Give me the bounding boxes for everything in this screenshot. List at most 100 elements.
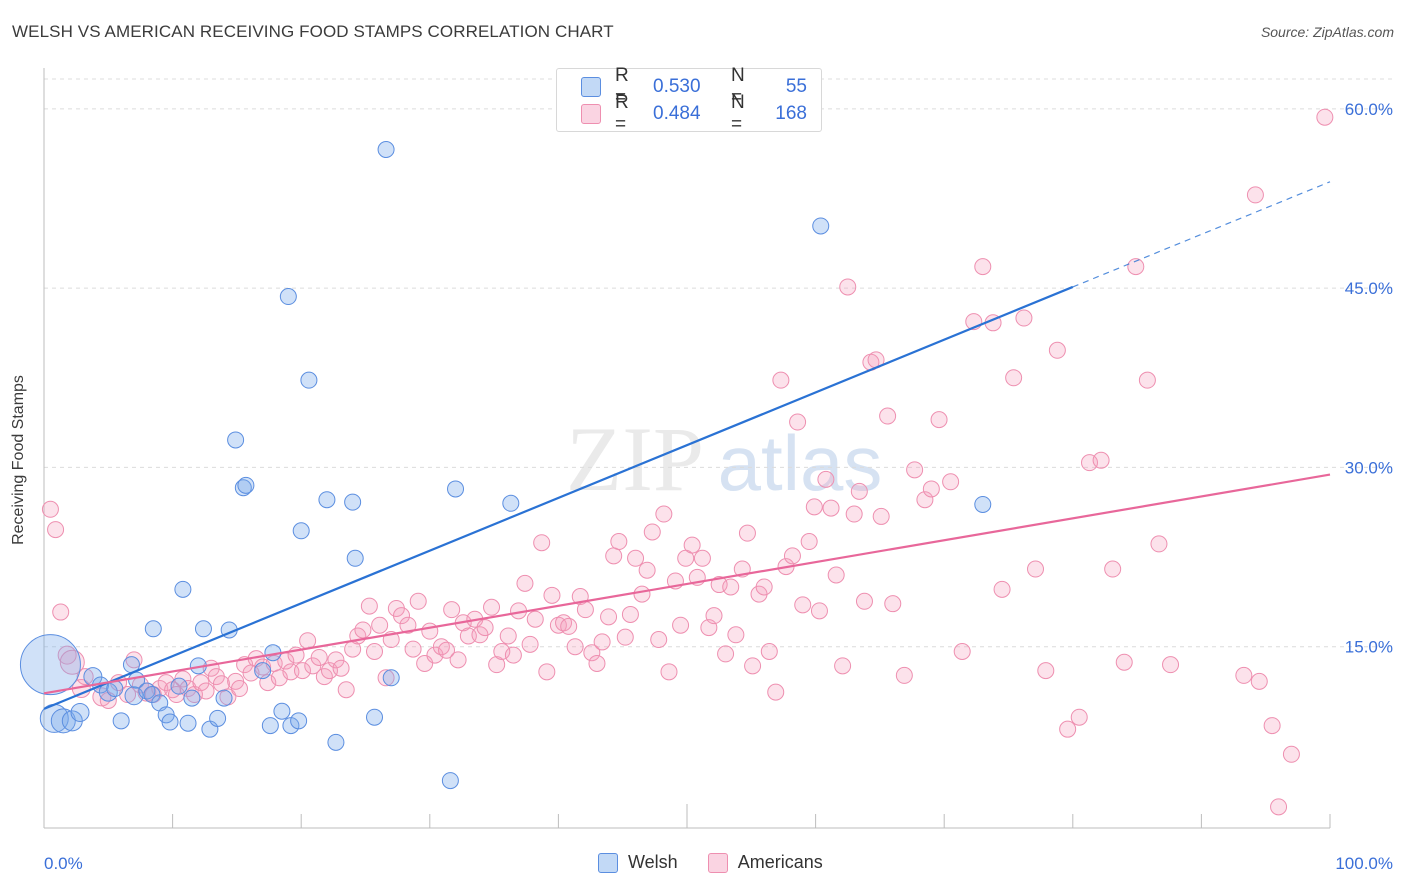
americans-point	[850, 482, 868, 500]
welsh-point	[234, 479, 252, 497]
welsh-point	[382, 669, 400, 687]
welsh-point	[254, 662, 272, 680]
americans-point	[576, 601, 594, 619]
welsh-trend-extension	[1072, 181, 1331, 288]
americans-point	[627, 549, 645, 567]
americans-point	[438, 641, 456, 659]
americans-point	[930, 411, 948, 429]
americans-point	[855, 592, 873, 610]
americans-point	[377, 669, 395, 687]
americans-point	[738, 524, 756, 542]
welsh-point	[377, 140, 395, 158]
americans-point	[566, 638, 584, 656]
americans-point	[1162, 656, 1180, 674]
americans-swatch	[581, 104, 601, 124]
americans-point	[872, 507, 890, 525]
americans-point	[717, 645, 735, 663]
americans-point	[834, 657, 852, 675]
americans-point	[230, 680, 248, 698]
americans-point	[705, 607, 723, 625]
americans-point	[1059, 720, 1077, 738]
americans-point	[942, 473, 960, 491]
americans-point	[839, 278, 857, 296]
watermark-zip: ZIP	[566, 408, 704, 510]
n-value-americans: 168	[775, 103, 807, 124]
correlation-legend: R = 0.530 N = 55 R = 0.484 N = 168	[556, 65, 822, 135]
americans-point	[650, 631, 668, 649]
americans-point	[727, 626, 745, 644]
welsh-point	[170, 677, 188, 695]
welsh-point	[70, 702, 90, 722]
welsh-point	[327, 733, 345, 751]
americans-point	[125, 651, 143, 669]
americans-point	[1263, 717, 1281, 735]
americans-point	[906, 461, 924, 479]
americans-point	[1115, 653, 1133, 671]
welsh-point	[227, 431, 245, 449]
legend-row-americans: R = 0.484 N = 168	[581, 92, 807, 135]
r-label: R =	[615, 65, 629, 108]
americans-point	[884, 595, 902, 613]
n-label: N =	[731, 65, 745, 108]
americans-point	[1048, 341, 1066, 359]
welsh-point	[183, 689, 201, 707]
americans-point	[643, 523, 661, 541]
r-value-americans: 0.484	[653, 103, 701, 124]
legend-item-americans[interactable]: Americans	[707, 852, 823, 873]
americans-point	[52, 603, 70, 621]
americans-point	[1104, 560, 1122, 578]
welsh-point	[300, 371, 318, 389]
welsh-point	[974, 495, 992, 513]
legend-label-americans: Americans	[737, 852, 823, 872]
welsh-point	[346, 549, 364, 567]
americans-point	[299, 632, 317, 650]
r-value-welsh: 0.530	[653, 76, 701, 97]
americans-point	[633, 585, 651, 603]
americans-point	[1005, 369, 1023, 387]
welsh-point	[179, 714, 197, 732]
welsh-point	[318, 491, 336, 509]
americans-point	[800, 533, 818, 551]
welsh-point	[112, 712, 130, 730]
americans-point	[722, 578, 740, 596]
americans-point	[588, 654, 606, 672]
americans-point	[1015, 309, 1033, 327]
legend-item-welsh[interactable]: Welsh	[598, 852, 678, 873]
americans-point	[683, 536, 701, 554]
americans-point	[783, 547, 801, 565]
welsh-point	[812, 217, 830, 235]
y-tick-label: 45.0%	[1345, 279, 1393, 298]
americans-point	[845, 505, 863, 523]
welsh-point	[261, 717, 279, 735]
americans-point	[337, 681, 355, 699]
americans-point	[810, 602, 828, 620]
welsh-point	[209, 709, 227, 727]
americans-point	[772, 371, 790, 389]
americans-point	[332, 659, 350, 677]
americans-point	[916, 491, 934, 509]
y-tick-label: 30.0%	[1345, 458, 1393, 477]
americans-point	[1092, 451, 1110, 469]
americans-point	[304, 657, 322, 675]
welsh-point	[50, 708, 76, 734]
y-tick-label: 15.0%	[1345, 638, 1393, 657]
welsh-swatch	[581, 77, 601, 97]
americans-point	[744, 657, 762, 675]
americans-point	[41, 500, 59, 518]
americans-point	[310, 648, 328, 666]
n-label: N =	[731, 92, 745, 135]
americans-point	[516, 574, 534, 592]
americans-point	[672, 616, 690, 634]
americans-point	[593, 633, 611, 651]
americans-point	[393, 607, 411, 625]
americans-point	[371, 616, 389, 634]
americans-point	[953, 642, 971, 660]
source-label: Source: ZipAtlas.com	[1260, 24, 1394, 40]
americans-point	[805, 498, 823, 516]
americans-point	[1282, 745, 1300, 763]
americans-point	[655, 505, 673, 523]
series-legend: Welsh Americans	[598, 852, 853, 873]
americans-point	[1270, 798, 1288, 816]
americans-point	[526, 610, 544, 628]
americans-point	[449, 651, 467, 669]
